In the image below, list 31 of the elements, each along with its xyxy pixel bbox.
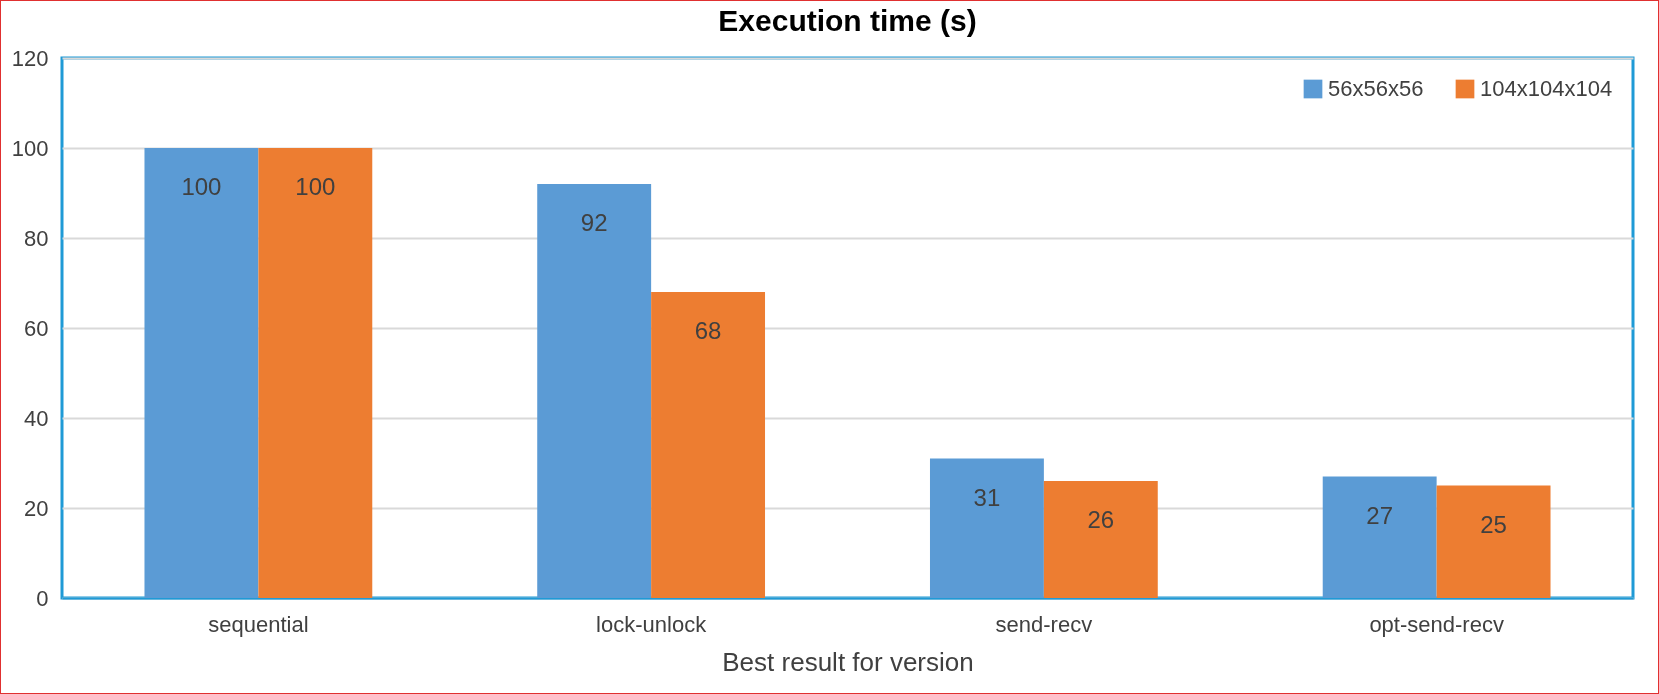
bar: [1436, 485, 1551, 598]
bar: [651, 292, 766, 598]
bar: [537, 184, 652, 598]
y-tick-label: 40: [24, 405, 49, 431]
legend-label: 56x56x56: [1328, 76, 1424, 101]
y-tick-label: 60: [24, 315, 49, 341]
x-tick-label: lock-unlock: [596, 611, 708, 637]
data-label: 100: [181, 173, 222, 200]
x-axis-title: Best result for version: [722, 646, 974, 677]
bar: [258, 148, 373, 598]
y-tick-label: 20: [24, 495, 49, 521]
bar: [1043, 481, 1158, 598]
data-label: 26: [1087, 506, 1115, 533]
bar: [929, 458, 1044, 598]
y-tick-label: 100: [11, 135, 49, 161]
y-tick-label: 80: [24, 225, 49, 251]
legend-label: 104x104x104: [1480, 76, 1613, 101]
data-label: 68: [694, 317, 722, 344]
data-label: 25: [1480, 510, 1507, 538]
x-tick-label: opt-send-recv: [1369, 611, 1504, 637]
data-label: 100: [295, 173, 336, 200]
bar: [144, 148, 259, 598]
y-tick-label: 120: [11, 45, 49, 71]
x-tick-label: sequential: [208, 611, 309, 637]
chart-title: Execution time (s): [718, 4, 977, 37]
y-tick-label: 0: [36, 585, 49, 611]
data-label: 31: [973, 483, 1001, 511]
bar: [1322, 476, 1437, 598]
data-label: 27: [1366, 501, 1394, 529]
x-tick-label: send-recv: [995, 611, 1093, 637]
data-label: 92: [580, 209, 608, 236]
